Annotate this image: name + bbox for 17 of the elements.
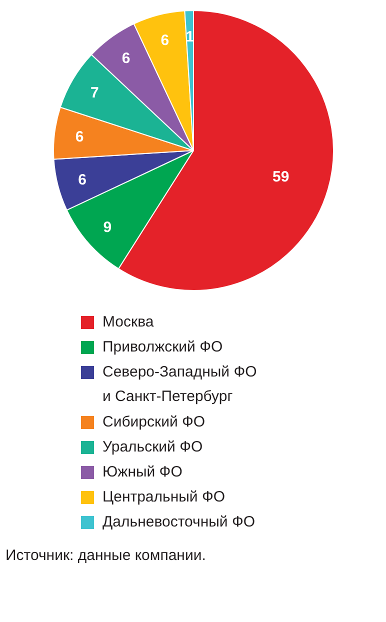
data-label: 9 [103, 218, 112, 236]
data-label: 1 [186, 28, 194, 46]
text: Источник: данные компании. [6, 547, 206, 564]
data-label: 6 [78, 172, 86, 189]
legend-label: Москва [102, 314, 154, 330]
data-label: 6 [122, 50, 130, 68]
data-label: 59 [272, 168, 290, 186]
legend-label: Сибирский ФО [102, 414, 206, 430]
legend-label: Уральский ФО [102, 438, 203, 456]
legend-label: Приволжский ФО [102, 338, 223, 356]
data-label: 6 [160, 32, 170, 49]
data-label: 7 [90, 84, 99, 102]
legend-label: Центральный ФО [102, 488, 226, 506]
legend-label: Северо-Западный ФО и Санкт-Петербург [102, 364, 257, 406]
legend-label: Дальневосточный ФО [102, 514, 256, 530]
legend-label: Южный ФО [102, 464, 182, 480]
data-label: 6 [75, 128, 84, 146]
